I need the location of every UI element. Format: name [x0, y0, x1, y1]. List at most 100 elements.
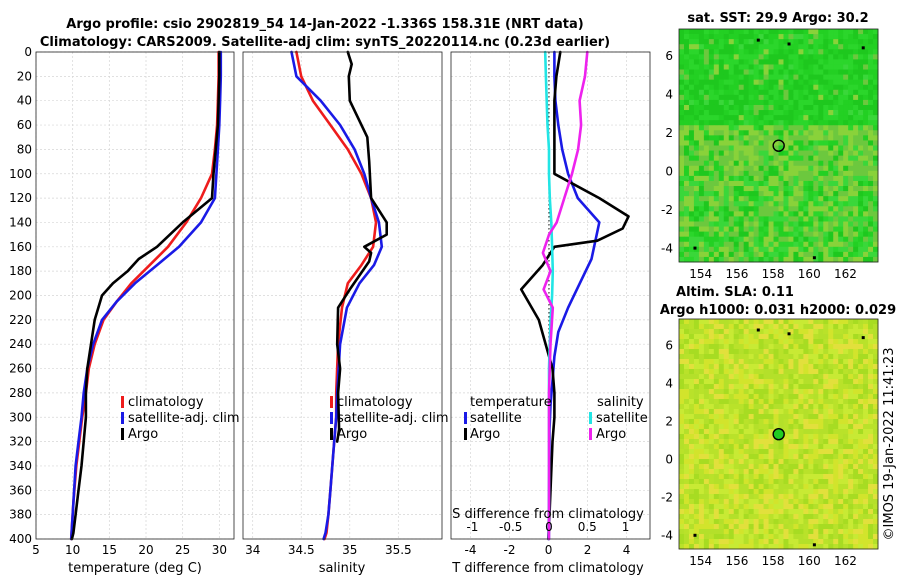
- heatmap-cell: [838, 439, 844, 445]
- heatmap-cell: [783, 69, 789, 75]
- heatmap-cell: [688, 444, 695, 450]
- heatmap-cell: [873, 494, 879, 500]
- heatmap-cell: [873, 394, 879, 400]
- heatmap-cell: [693, 69, 700, 75]
- heatmap-cell: [868, 509, 874, 515]
- heatmap-cell: [833, 319, 839, 325]
- heatmap-cell: [698, 469, 705, 475]
- heatmap-cell: [753, 339, 760, 345]
- heatmap-cell: [738, 479, 745, 485]
- heatmap-cell: [838, 180, 844, 187]
- heatmap-cell: [679, 484, 685, 490]
- heatmap-cell: [863, 499, 869, 505]
- heatmap-cell: [778, 369, 784, 375]
- heatmap-cell: [698, 241, 705, 248]
- heatmap-cell: [798, 221, 804, 227]
- heatmap-cell: [843, 529, 849, 535]
- heatmap-cell: [783, 196, 789, 202]
- heatmap-cell: [873, 529, 879, 535]
- heatmap-cell: [688, 514, 695, 520]
- heatmap-cell: [758, 196, 764, 202]
- heatmap-cell: [703, 544, 710, 550]
- heatmap-cell: [723, 514, 730, 520]
- heatmap-cell: [698, 514, 705, 520]
- heatmap-cell: [703, 54, 710, 60]
- x-tick-label: -4: [465, 543, 477, 557]
- heatmap-cell: [873, 399, 879, 405]
- heatmap-cell: [748, 84, 755, 91]
- heatmap-cell: [778, 484, 784, 490]
- heatmap-cell: [743, 519, 750, 525]
- heatmap-cell: [738, 439, 745, 445]
- heatmap-cell: [728, 519, 735, 525]
- heatmap-cell: [833, 454, 839, 460]
- heatmap-cell: [848, 469, 854, 475]
- heatmap-cell: [808, 544, 814, 550]
- heatmap-cell: [783, 130, 789, 136]
- heatmap-cell: [823, 221, 829, 227]
- heatmap-cell: [738, 369, 745, 375]
- heatmap-cell: [763, 484, 769, 490]
- heatmap-cell: [843, 444, 849, 450]
- heatmap-cell: [743, 329, 750, 335]
- heatmap-cell: [763, 140, 769, 146]
- heatmap-cell: [768, 354, 774, 360]
- heatmap-cell: [848, 334, 854, 340]
- heatmap-cell: [798, 319, 804, 325]
- heatmap-cell: [858, 504, 864, 510]
- heatmap-cell: [788, 394, 794, 400]
- heatmap-cell: [778, 69, 784, 75]
- heatmap-cell: [783, 246, 789, 253]
- heatmap-cell: [793, 186, 799, 192]
- heatmap-cell: [838, 241, 844, 248]
- heatmap-cell: [828, 504, 834, 510]
- heatmap-cell: [723, 74, 730, 81]
- heatmap-cell: [803, 125, 809, 131]
- heatmap-cell: [733, 246, 740, 253]
- heatmap-cell: [698, 180, 705, 187]
- heatmap-cell: [808, 334, 814, 340]
- heatmap-cell: [718, 74, 725, 81]
- heatmap-cell: [863, 69, 869, 75]
- heatmap-cell: [748, 135, 755, 141]
- heatmap-cell: [679, 519, 685, 525]
- heatmap-cell: [828, 216, 834, 222]
- heatmap-cell: [698, 459, 705, 465]
- heatmap-cell: [798, 94, 804, 101]
- heatmap-cell: [798, 99, 804, 106]
- heatmap-cell: [833, 344, 839, 350]
- sst-map-frame: [678, 28, 879, 263]
- heatmap-cell: [679, 216, 685, 222]
- heatmap-cell: [778, 39, 784, 45]
- heatmap-cell: [818, 39, 824, 45]
- heatmap-cell: [863, 186, 869, 192]
- heatmap-cell: [758, 160, 764, 167]
- heatmap-cell: [838, 489, 844, 495]
- heatmap-cell: [823, 339, 829, 345]
- heatmap-cell: [679, 504, 685, 510]
- heatmap-cell: [863, 329, 869, 335]
- heatmap-cell: [873, 484, 879, 490]
- heatmap-cell: [708, 221, 715, 227]
- heatmap-cell: [763, 74, 769, 81]
- heatmap-cell: [708, 99, 715, 106]
- heatmap-cell: [728, 175, 735, 182]
- heatmap-cell: [683, 29, 690, 35]
- heatmap-cell: [763, 344, 769, 350]
- heatmap-cell: [823, 534, 829, 540]
- heatmap-cell: [838, 99, 844, 106]
- heatmap-cell: [733, 324, 740, 330]
- heatmap-cell: [798, 246, 804, 253]
- heatmap-cell: [748, 529, 755, 535]
- heatmap-cell: [848, 125, 854, 131]
- heatmap-cell: [823, 211, 829, 217]
- heatmap-cell: [758, 379, 764, 385]
- heatmap-cell: [848, 160, 854, 167]
- heatmap-cell: [813, 454, 819, 460]
- heatmap-cell: [778, 454, 784, 460]
- heatmap-cell: [838, 389, 844, 395]
- heatmap-cell: [698, 130, 705, 136]
- heatmap-cell: [818, 115, 824, 121]
- heatmap-cell: [688, 236, 695, 243]
- heatmap-cell: [868, 226, 874, 233]
